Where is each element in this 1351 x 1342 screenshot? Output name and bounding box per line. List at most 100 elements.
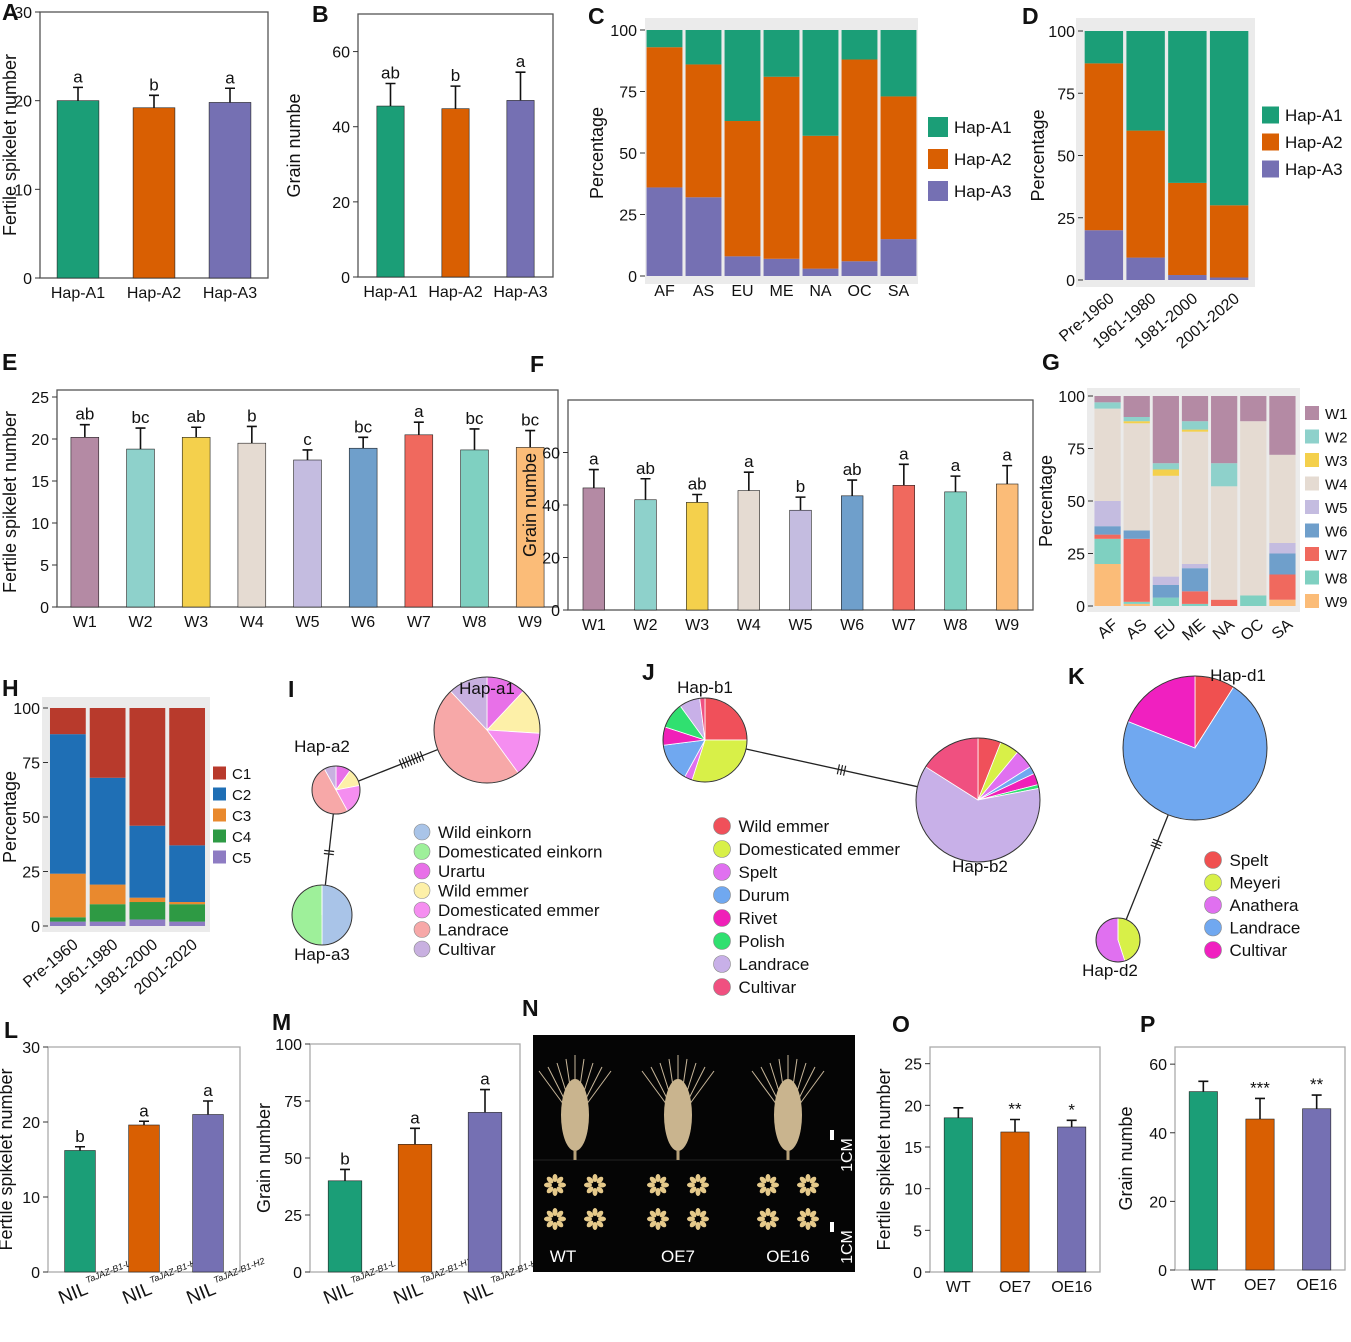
legend-label: Domesticated einkorn — [438, 843, 602, 862]
significance-label: ab — [843, 460, 862, 479]
x-tick-label: Hap-A2 — [428, 284, 482, 301]
bar-segment — [1181, 396, 1209, 422]
y-tick-label: 0 — [628, 269, 637, 286]
bar-segment — [1240, 396, 1267, 422]
bar-segment — [646, 30, 683, 48]
legend-swatch — [213, 829, 226, 843]
node-label: Hap-b1 — [677, 678, 733, 697]
edge — [358, 748, 438, 782]
y-tick-label: 50 — [1057, 149, 1075, 166]
legend-label: Rivet — [739, 909, 778, 928]
y-axis-title: Grain numbe — [1116, 1106, 1136, 1210]
bar-segment — [1240, 421, 1267, 596]
bar-segment — [802, 135, 839, 269]
bar-segment — [169, 708, 206, 846]
y-tick-label: 40 — [332, 120, 350, 137]
y-tick-label: 20 — [1149, 1194, 1167, 1211]
mutation-tick — [413, 753, 419, 764]
bar-segment — [49, 734, 86, 874]
y-tick-label: 5 — [913, 1223, 922, 1240]
node-outline — [433, 676, 541, 784]
x-tick-label: W2 — [129, 614, 153, 631]
legend-label: W9 — [1325, 594, 1348, 611]
mutation-tick — [398, 759, 404, 770]
grain — [687, 1182, 695, 1188]
bar — [64, 1150, 96, 1273]
x-tick-label: NIL — [391, 1279, 426, 1310]
x-tick-label: NIL — [461, 1279, 496, 1310]
bar — [70, 437, 100, 608]
legend-label: Spelt — [1230, 851, 1269, 870]
legend-label: C5 — [232, 850, 251, 867]
x-tick-label: W8 — [463, 614, 487, 631]
bar — [892, 485, 915, 611]
legend-swatch — [1262, 106, 1279, 124]
x-tick-label: Hap-A1 — [51, 285, 105, 302]
grain — [769, 1220, 777, 1228]
significance-label: b — [451, 66, 460, 85]
error-bar — [203, 1100, 213, 1115]
error-bar — [743, 471, 754, 491]
legend-label: Wild einkorn — [438, 823, 532, 842]
significance-label: b — [340, 1149, 349, 1168]
node-outline — [662, 697, 748, 783]
significance-label: a — [410, 1108, 420, 1127]
bar — [996, 483, 1019, 611]
bar-segment — [802, 30, 839, 136]
pie-slice — [704, 697, 748, 741]
x-tick-label: W3 — [184, 614, 208, 631]
y-tick-label: 15 — [31, 474, 49, 491]
scale-bar — [830, 1222, 834, 1232]
node-label: Hap-a3 — [294, 945, 350, 964]
y-tick-label: 30 — [22, 1040, 40, 1057]
significance-label: c — [303, 430, 312, 449]
y-tick-label: 20 — [332, 195, 350, 212]
grain — [592, 1174, 598, 1182]
bar — [1057, 1126, 1087, 1273]
significance-label: bc — [354, 417, 372, 436]
grain — [596, 1186, 604, 1194]
bar-segment — [1123, 396, 1150, 417]
error-bar — [246, 425, 257, 444]
y-tick-label: 0 — [1076, 599, 1085, 616]
bar-segment — [1269, 599, 1296, 606]
grain — [759, 1210, 767, 1218]
bar-segment — [724, 30, 761, 122]
legend-label: C2 — [232, 787, 251, 804]
bar-segment — [1126, 31, 1165, 131]
y-tick-label: 60 — [332, 45, 350, 62]
error-bar — [469, 428, 480, 450]
scale-bar — [830, 1130, 834, 1140]
grain — [811, 1216, 819, 1222]
bar-segment — [1209, 277, 1249, 280]
node-outline — [311, 765, 361, 815]
significance-label: a — [203, 1081, 213, 1100]
wheat-spike — [774, 1079, 802, 1151]
y-tick-label: 40 — [542, 498, 560, 515]
x-tick-label-group: AS — [1123, 616, 1150, 643]
legend-swatch — [1204, 896, 1222, 914]
edge — [1125, 814, 1169, 920]
legend-label: W6 — [1325, 524, 1348, 541]
legend-swatch — [1204, 873, 1222, 892]
grain — [809, 1220, 817, 1228]
significance-label: bc — [521, 411, 539, 430]
bar-segment — [49, 917, 86, 922]
grain — [699, 1186, 707, 1194]
grain — [695, 1188, 701, 1196]
bar — [126, 448, 155, 608]
bar — [441, 108, 470, 278]
error-bar — [1066, 1119, 1077, 1127]
bar-segment — [880, 30, 917, 97]
legend-swatch — [713, 932, 731, 950]
x-tick-label-group: NA — [1210, 616, 1238, 644]
x-tick-label: ME — [770, 283, 794, 300]
sample-label: WT — [550, 1247, 576, 1266]
mutation-tick — [324, 849, 335, 853]
y-axis-title: Percentage — [587, 107, 607, 199]
x-tick-label: OE7 — [999, 1279, 1031, 1296]
y-tick-label: 20 — [31, 432, 49, 449]
x-tick-label: AF — [654, 283, 675, 300]
grain — [797, 1216, 805, 1222]
bar-segment — [685, 30, 722, 65]
